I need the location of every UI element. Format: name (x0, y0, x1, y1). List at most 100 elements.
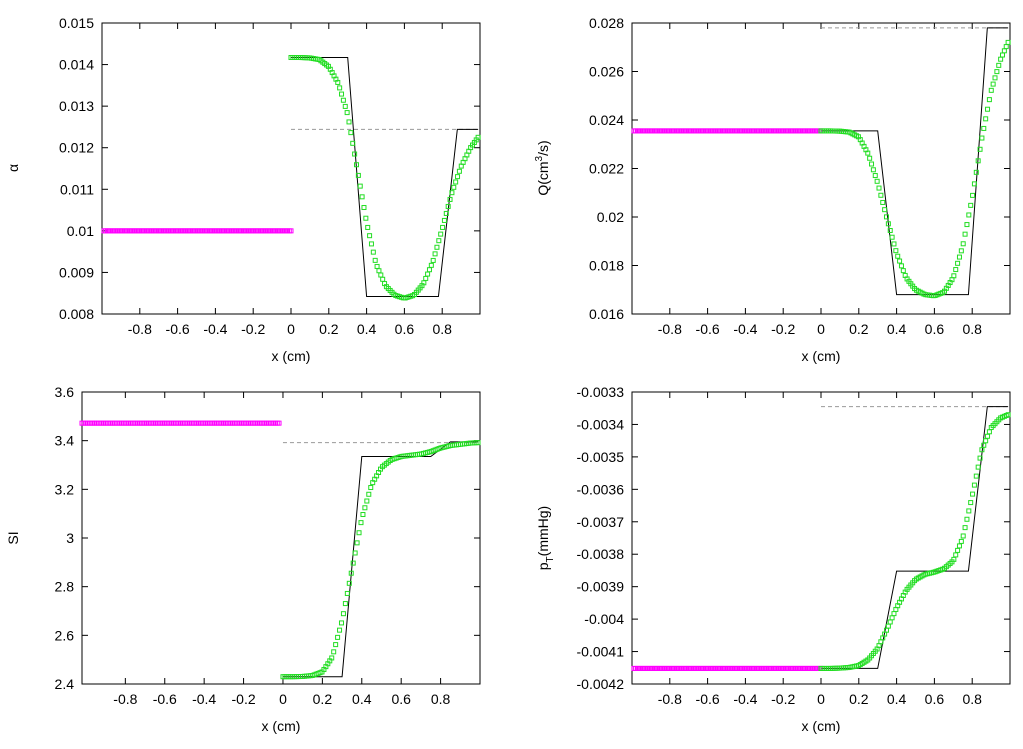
numerical-marker (430, 257, 436, 263)
numerical-marker (358, 520, 364, 526)
y-tick-label: -0.0034 (577, 416, 625, 432)
numerical-marker (338, 620, 344, 626)
numerical-marker (348, 570, 354, 576)
numerical-marker (447, 196, 453, 202)
y-tick-label: 3.6 (55, 384, 75, 400)
numerical-marker (985, 106, 991, 112)
numerical-marker (891, 611, 897, 617)
exact-solution-line (821, 406, 1009, 669)
numerical-marker (885, 623, 891, 629)
numerical-marker (333, 642, 339, 648)
numerical-marker (878, 192, 884, 198)
x-tick-label: 0.8 (962, 321, 982, 337)
numerical-marker (956, 543, 962, 549)
y-tick-label: -0.0035 (577, 449, 625, 465)
y-tick-label: 0.009 (59, 264, 94, 280)
y-tick-label: 0.028 (589, 15, 624, 31)
y-tick-label: 2.6 (55, 627, 75, 643)
numerical-marker (900, 268, 906, 274)
numerical-marker (975, 464, 981, 470)
numerical-marker (983, 438, 989, 444)
numerical-marker (889, 234, 895, 240)
numerical-marker (869, 161, 875, 167)
y-tick-label: 3 (66, 530, 74, 546)
y-axis-label: SI (5, 531, 21, 544)
x-tick-label: -0.2 (232, 691, 256, 707)
numerical-marker (359, 194, 365, 200)
numerical-marker (882, 207, 888, 213)
y-tick-label: 0.008 (59, 306, 94, 322)
numerical-marker (994, 69, 1000, 75)
numerical-marker (335, 634, 341, 640)
numerical-marker (865, 150, 871, 156)
numerical-marker (350, 140, 356, 146)
numerical-marker (883, 214, 889, 220)
y-tick-label: 0.014 (59, 57, 94, 73)
numerical-solution-markers (818, 39, 1011, 299)
x-tick-label: -0.2 (771, 691, 795, 707)
x-axis-label: x (cm) (262, 718, 301, 734)
numerical-marker (887, 619, 893, 625)
numerical-marker (361, 205, 367, 211)
numerical-marker (434, 244, 440, 250)
y-tick-label: 0.022 (589, 161, 624, 177)
numerical-marker (380, 276, 386, 282)
y-axis-label: pT(mmHg) (535, 506, 556, 570)
x-tick-label: 0.4 (887, 321, 907, 337)
y-axis-label: Q(cm3/s) (534, 140, 551, 195)
numerical-marker (432, 251, 438, 257)
y-tick-label: 0.015 (59, 15, 94, 31)
plot-frame (631, 391, 1011, 685)
numerical-marker (360, 512, 366, 518)
numerical-marker (996, 62, 1002, 68)
numerical-marker (372, 257, 378, 263)
numerical-marker (960, 241, 966, 247)
plot-frame (101, 22, 481, 315)
numerical-marker (348, 130, 354, 136)
numerical-marker (953, 552, 959, 558)
numerical-marker (376, 268, 382, 274)
x-tick-label: -0.6 (166, 321, 190, 337)
x-tick-label: 0.8 (431, 691, 451, 707)
numerical-marker (1001, 48, 1007, 54)
left-segment-markers (631, 665, 824, 671)
numerical-marker (872, 173, 878, 179)
numerical-marker (867, 155, 873, 161)
y-axis-label: α (5, 164, 21, 172)
numerical-marker (891, 241, 897, 247)
numerical-marker (999, 52, 1005, 58)
y-tick-label: -0.0041 (577, 644, 625, 660)
y-tick-label: -0.0038 (577, 546, 625, 562)
numerical-marker (353, 162, 359, 168)
numerical-marker (977, 146, 983, 152)
numerical-marker (880, 199, 886, 205)
x-tick-label: -0.6 (696, 321, 720, 337)
y-tick-label: -0.0036 (577, 481, 625, 497)
numerical-marker (425, 271, 431, 277)
pressure-panel: -0.0042 -0.0041 -0.004 -0.0039 -0.0038 -0.003… (535, 384, 1011, 734)
numerical-marker (898, 263, 904, 269)
numerical-marker (964, 516, 970, 522)
numerical-marker (337, 85, 343, 91)
numerical-marker (979, 135, 985, 141)
numerical-marker (956, 254, 962, 260)
y-tick-label: -0.004 (584, 611, 624, 627)
numerical-marker (986, 97, 992, 103)
numerical-marker (973, 473, 979, 479)
numerical-marker (964, 222, 970, 228)
y-tick-label: 3.4 (55, 433, 75, 449)
y-tick-label: 0.013 (59, 98, 94, 114)
y-axis-label-sup: 3 (534, 155, 545, 161)
x-tick-label: 0 (817, 691, 825, 707)
numerical-marker (449, 190, 455, 196)
x-tick-label: -0.4 (203, 321, 227, 337)
y-tick-label: 3.2 (55, 481, 75, 497)
y-tick-label: 0.026 (589, 64, 624, 80)
numerical-marker (363, 215, 369, 221)
numerical-marker (955, 547, 961, 553)
x-tick-label: -0.2 (771, 321, 795, 337)
numerical-marker (870, 167, 876, 173)
numerical-marker (981, 125, 987, 131)
x-tick-label: 0.6 (391, 691, 411, 707)
x-axis-label: x (cm) (802, 718, 841, 734)
